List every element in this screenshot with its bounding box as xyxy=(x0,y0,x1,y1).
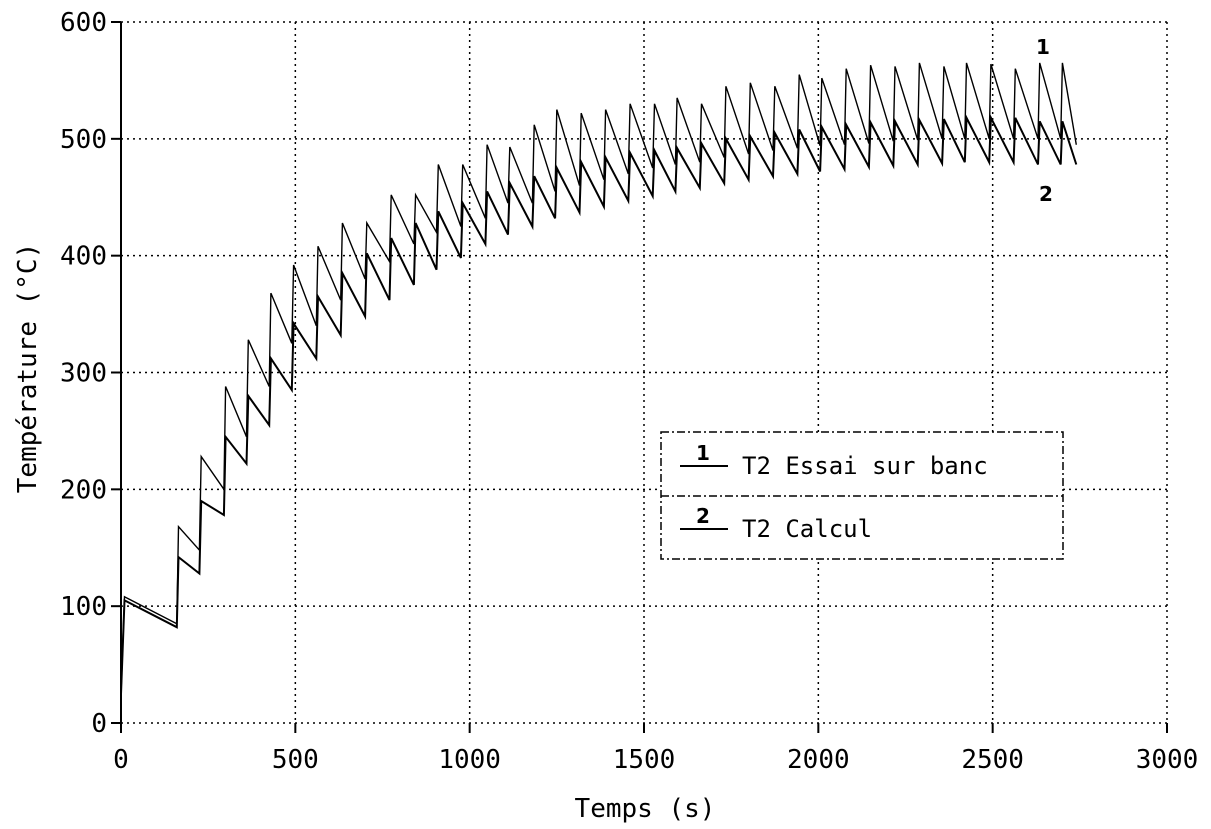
x-tick-label: 2000 xyxy=(787,745,850,775)
legend-1-label: T2 Essai sur banc xyxy=(742,452,988,480)
grid-lines xyxy=(121,21,1168,723)
y-tick-label: 600 xyxy=(60,8,107,38)
legend-2-label: T2 Calcul xyxy=(742,515,872,543)
series-2-line xyxy=(120,113,1078,694)
x-tick-label: 2500 xyxy=(961,745,1024,775)
y-tick-label: 300 xyxy=(60,359,107,389)
y-tick-label: 400 xyxy=(60,242,107,272)
series-1-end-label: 1 xyxy=(1036,35,1050,59)
y-tick-label: 0 xyxy=(91,709,107,739)
legend-2-number: 2 xyxy=(696,504,710,528)
y-axis-ticks: 0 100 200 300 400 500 600 xyxy=(60,8,121,739)
x-tick-label: 0 xyxy=(113,745,129,775)
x-axis-ticks: 0 500 1000 1500 2000 2500 3000 xyxy=(113,723,1198,775)
y-tick-label: 500 xyxy=(60,125,107,155)
x-tick-label: 500 xyxy=(272,745,319,775)
x-axis-label: Temps (s) xyxy=(575,794,716,824)
x-tick-label: 3000 xyxy=(1136,745,1199,775)
y-tick-label: 100 xyxy=(60,592,107,622)
x-tick-label: 1000 xyxy=(438,745,501,775)
x-tick-label: 1500 xyxy=(613,745,676,775)
y-axis-label: Température (°C) xyxy=(13,243,43,493)
y-tick-label: 200 xyxy=(60,475,107,505)
series-lines xyxy=(120,62,1078,694)
legend: 1 T2 Essai sur banc 2 T2 Calcul xyxy=(660,431,1064,560)
series-2-end-label: 2 xyxy=(1039,182,1053,206)
legend-1-number: 1 xyxy=(696,441,710,465)
series-1-line xyxy=(120,62,1077,694)
